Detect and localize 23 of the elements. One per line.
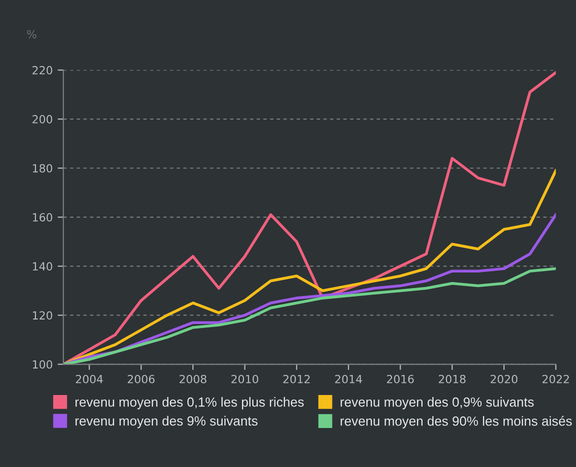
x-tick-label: 2010 [231, 374, 258, 384]
y-tick-label: 160 [32, 213, 52, 222]
y-tick-label: 220 [32, 66, 52, 74]
y-tick-label: 200 [32, 115, 52, 124]
legend-label: revenu moyen des 90% les moins aisés [340, 416, 572, 428]
x-tick-label: 2020 [490, 374, 518, 384]
legend-label: revenu moyen des 9% suivants [76, 416, 258, 428]
x-tick-label: 2016 [386, 374, 414, 384]
y-tick-label: 180 [32, 164, 52, 172]
x-tick-label: 2018 [438, 374, 466, 384]
y-tick-label: 120 [32, 311, 52, 320]
line-series [63, 71, 556, 364]
x-tick-label: 2004 [76, 374, 103, 384]
y-tick-label: 100 [32, 360, 52, 369]
legend-label: revenu moyen des 0,9% suivants [340, 397, 534, 410]
x-tick-label: 2006 [128, 374, 155, 384]
x-tick-label: 2014 [335, 374, 362, 384]
y-axis-title: % [27, 30, 36, 38]
x-tick-label: 2012 [283, 374, 310, 384]
x-tick-label: 2008 [180, 374, 206, 384]
x-tick-label: 2022 [542, 374, 569, 384]
legend-label: revenu moyen des 0,1% les plus riches [76, 397, 304, 410]
y-tick-label: 140 [32, 262, 52, 271]
